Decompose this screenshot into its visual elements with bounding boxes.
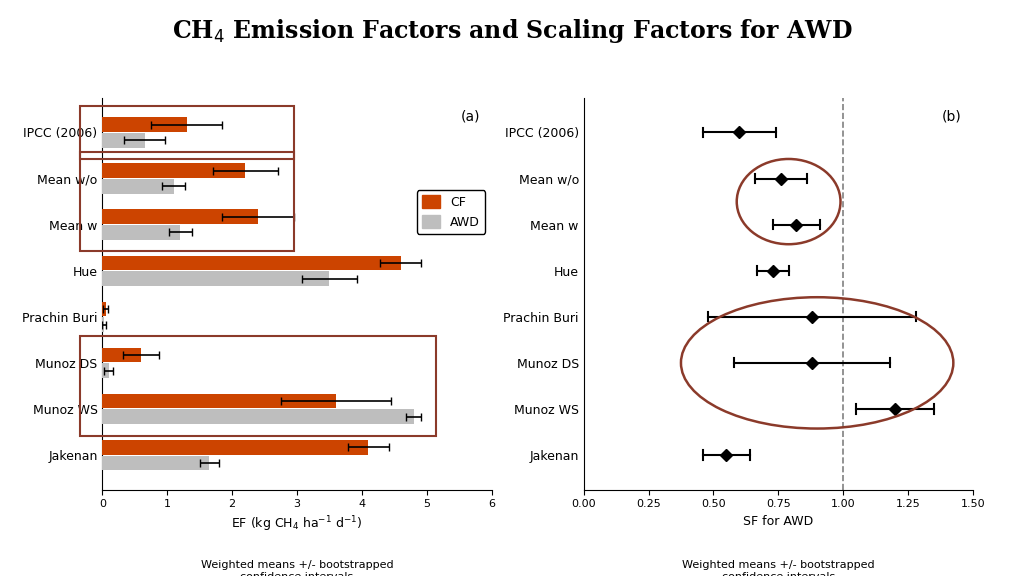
Legend: CF, AWD: CF, AWD (417, 190, 485, 234)
Bar (102, 394, 336, 408)
Bar (102, 410, 414, 424)
Text: Weighted means +/- bootstrapped
confidence intervals: Weighted means +/- bootstrapped confiden… (201, 560, 393, 576)
Bar (102, 348, 141, 362)
Text: (a): (a) (461, 109, 480, 124)
Bar (102, 210, 258, 224)
Bar (102, 179, 174, 194)
Bar (102, 302, 105, 316)
Bar (102, 317, 104, 332)
Bar (102, 118, 186, 132)
Text: (b): (b) (941, 109, 962, 124)
Bar (102, 440, 369, 454)
X-axis label: SF for AWD: SF for AWD (743, 515, 813, 528)
Text: CH$_4$ Emission Factors and Scaling Factors for AWD: CH$_4$ Emission Factors and Scaling Fact… (172, 17, 852, 46)
Bar (102, 225, 180, 240)
Bar (102, 256, 400, 270)
Bar (102, 271, 330, 286)
Bar (102, 133, 144, 147)
X-axis label: EF (kg CH$_4$ ha$^{-1}$ d$^{-1}$): EF (kg CH$_4$ ha$^{-1}$ d$^{-1}$) (231, 515, 362, 535)
Bar (102, 456, 209, 470)
Text: Weighted means +/- bootstrapped
confidence intervals: Weighted means +/- bootstrapped confiden… (682, 560, 874, 576)
Bar (102, 164, 245, 178)
Bar (102, 363, 109, 378)
